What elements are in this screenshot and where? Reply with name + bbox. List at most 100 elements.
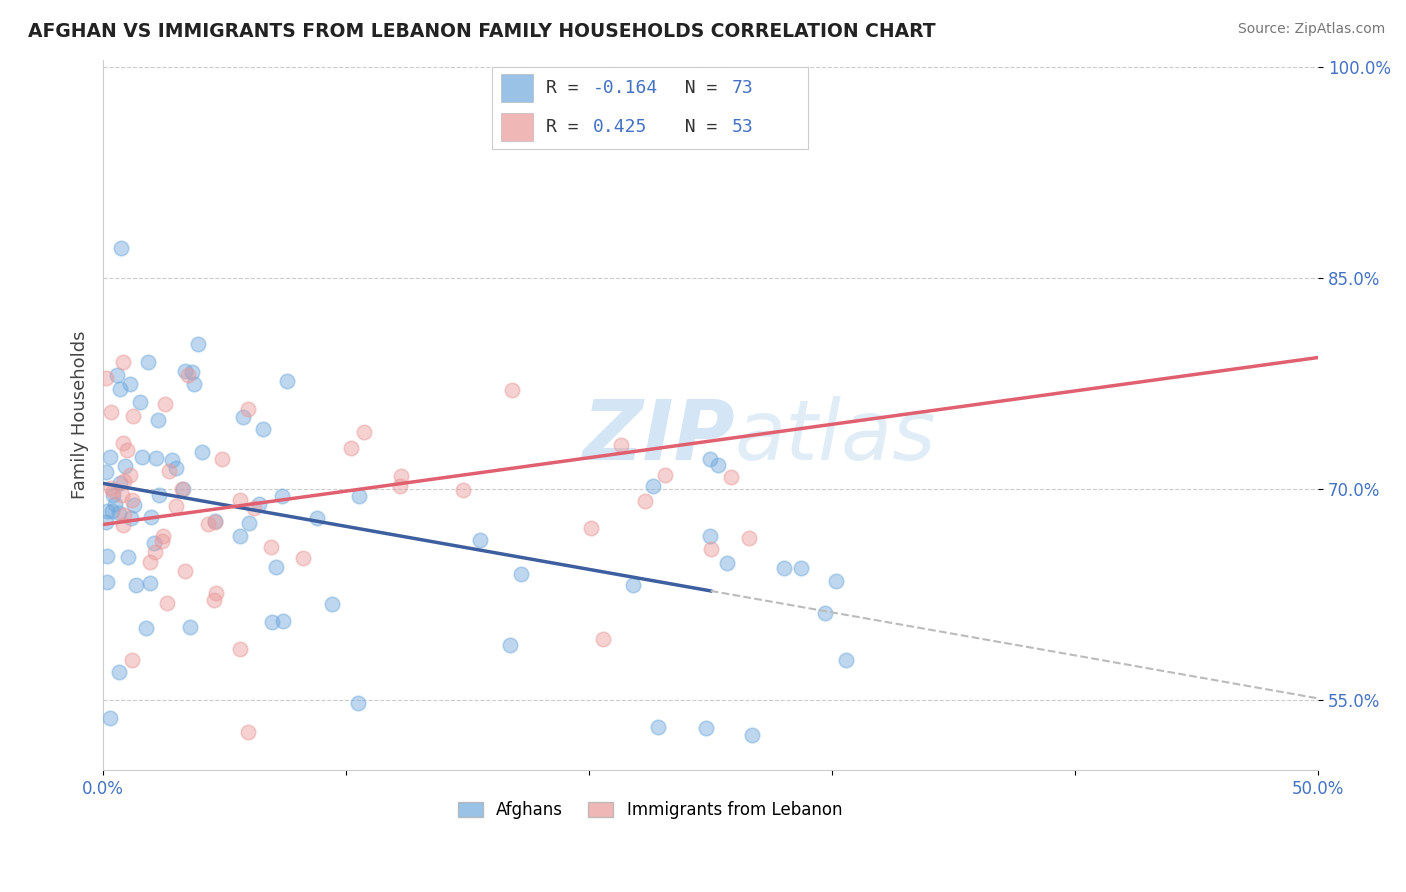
Point xyxy=(183,376,205,391)
Point xyxy=(100,504,122,518)
Point xyxy=(271,614,294,628)
Point xyxy=(111,517,134,532)
Point xyxy=(152,529,174,543)
Point xyxy=(142,535,165,549)
Point xyxy=(117,443,139,458)
Point xyxy=(499,638,522,652)
Point xyxy=(150,533,173,548)
Point xyxy=(276,374,298,388)
Point xyxy=(260,615,283,629)
Point xyxy=(347,490,370,504)
Point xyxy=(165,500,187,514)
Point xyxy=(139,575,162,590)
Point xyxy=(238,516,260,530)
Point xyxy=(103,484,125,499)
Legend: Afghans, Immigrants from Lebanon: Afghans, Immigrants from Lebanon xyxy=(451,794,849,826)
Point xyxy=(647,720,669,734)
Point xyxy=(307,511,329,525)
Point xyxy=(174,363,197,377)
Point xyxy=(170,482,193,496)
Point xyxy=(110,241,132,255)
Point xyxy=(98,450,121,465)
Point xyxy=(211,452,233,467)
Point xyxy=(148,488,170,502)
Point xyxy=(247,497,270,511)
Point xyxy=(252,422,274,436)
Point xyxy=(204,515,226,529)
Point xyxy=(389,468,412,483)
Text: ZIP: ZIP xyxy=(582,396,735,476)
Point xyxy=(260,540,283,554)
Point xyxy=(118,468,141,483)
Point xyxy=(264,559,287,574)
Point xyxy=(157,464,180,478)
Point xyxy=(100,711,122,725)
Point xyxy=(104,498,127,512)
Point xyxy=(141,510,163,524)
Point xyxy=(814,606,837,620)
Point xyxy=(173,564,195,578)
Point xyxy=(229,493,252,508)
Point xyxy=(205,586,228,600)
Point xyxy=(94,465,117,479)
Point xyxy=(470,533,492,547)
Point xyxy=(204,515,226,529)
Point xyxy=(197,516,219,531)
Point xyxy=(229,642,252,657)
Text: Source: ZipAtlas.com: Source: ZipAtlas.com xyxy=(1237,22,1385,37)
Point xyxy=(835,653,858,667)
Point xyxy=(699,452,721,467)
Point xyxy=(501,383,523,397)
Point xyxy=(112,508,135,522)
Text: atlas: atlas xyxy=(735,396,936,476)
Point xyxy=(179,620,201,634)
Point xyxy=(96,575,118,590)
Point xyxy=(700,542,723,557)
Point xyxy=(388,479,411,493)
Point xyxy=(122,498,145,512)
Point xyxy=(111,436,134,450)
Point xyxy=(121,493,143,508)
Point xyxy=(177,368,200,383)
Point xyxy=(579,521,602,535)
Point xyxy=(138,555,160,569)
Point xyxy=(131,450,153,465)
Point xyxy=(125,578,148,592)
Point xyxy=(592,632,614,646)
Point xyxy=(121,653,143,667)
Point xyxy=(103,488,125,502)
Point xyxy=(112,355,135,369)
Point xyxy=(641,479,664,493)
Point xyxy=(187,337,209,351)
Point xyxy=(202,592,225,607)
Point xyxy=(270,490,292,504)
Point xyxy=(143,545,166,559)
Point xyxy=(153,396,176,410)
Point xyxy=(146,413,169,427)
Point xyxy=(114,459,136,474)
Point xyxy=(117,549,139,564)
Point xyxy=(451,483,474,497)
Point xyxy=(181,365,204,379)
Point xyxy=(621,578,644,592)
Point xyxy=(243,501,266,516)
Point xyxy=(121,409,143,424)
Point xyxy=(145,451,167,466)
Point xyxy=(135,621,157,635)
Point xyxy=(191,445,214,459)
Point xyxy=(120,510,142,524)
Text: AFGHAN VS IMMIGRANTS FROM LEBANON FAMILY HOUSEHOLDS CORRELATION CHART: AFGHAN VS IMMIGRANTS FROM LEBANON FAMILY… xyxy=(28,22,936,41)
Point xyxy=(118,377,141,392)
Point xyxy=(94,516,117,530)
Point xyxy=(716,556,738,570)
Point xyxy=(100,481,122,495)
Point xyxy=(94,371,117,385)
Point xyxy=(707,458,730,473)
Point xyxy=(229,529,252,543)
Y-axis label: Family Households: Family Households xyxy=(72,331,89,500)
Point xyxy=(633,494,655,508)
Point xyxy=(96,549,118,563)
Point xyxy=(353,425,375,440)
Point xyxy=(292,550,315,565)
Point xyxy=(347,696,370,710)
